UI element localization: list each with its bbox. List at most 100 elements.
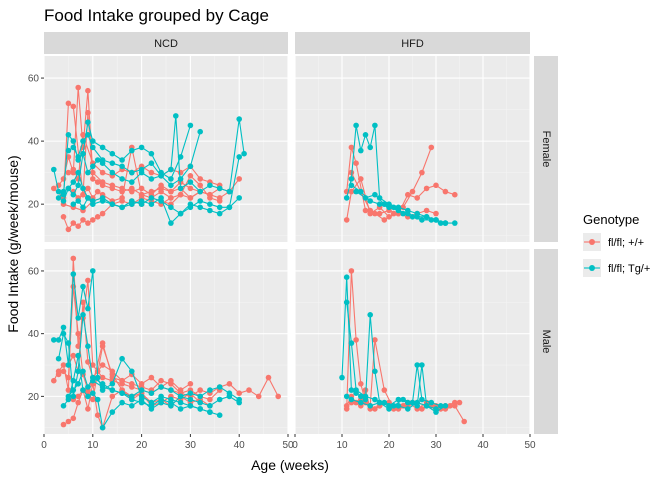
y-tick-label: 20 [28, 200, 40, 211]
data-point [168, 176, 174, 182]
data-point [99, 157, 106, 163]
data-point [109, 381, 116, 387]
data-point [207, 182, 213, 189]
series-line [355, 191, 441, 224]
data-point [197, 188, 203, 195]
data-point [80, 185, 86, 192]
data-point [99, 179, 106, 185]
series-line [350, 172, 437, 218]
data-point [75, 330, 81, 337]
data-point [452, 191, 458, 198]
facet-strip-ncd [44, 32, 288, 54]
data-point [362, 393, 369, 400]
facet-label-female: Female [540, 131, 552, 168]
data-point [423, 185, 430, 192]
x-tick-label: 20 [136, 440, 148, 451]
data-point [75, 399, 81, 406]
data-point [70, 393, 77, 400]
data-point [51, 377, 57, 384]
data-point [353, 122, 359, 129]
data-point [94, 412, 101, 419]
data-point [207, 403, 213, 409]
data-point [85, 384, 91, 390]
data-point [395, 396, 402, 403]
data-point [90, 169, 96, 176]
data-point [207, 396, 213, 403]
data-point [187, 204, 194, 211]
data-point [75, 315, 81, 321]
data-point [158, 173, 164, 179]
data-point [428, 399, 435, 406]
data-point [119, 355, 125, 362]
data-point [177, 154, 184, 160]
data-point [138, 387, 145, 393]
data-point [177, 399, 184, 406]
data-point [447, 403, 453, 409]
data-point [148, 374, 155, 381]
data-point [70, 138, 77, 144]
data-point [65, 418, 72, 425]
data-point [85, 343, 91, 350]
data-point [358, 381, 364, 387]
data-point [348, 176, 355, 182]
x-tick-label: 40 [477, 440, 489, 451]
data-point [90, 144, 96, 151]
x-tick-label: 50 [524, 440, 536, 451]
x-tick-label: 30 [430, 440, 442, 451]
data-point [348, 396, 355, 403]
x-tick-label: 20 [383, 440, 395, 451]
data-point [241, 150, 247, 157]
data-point [236, 176, 242, 182]
legend-label: fl/fl; Tg/+ [608, 263, 650, 275]
data-point [168, 220, 174, 226]
facet-strip-hfd [295, 32, 530, 54]
data-point [80, 283, 86, 290]
data-point [55, 371, 62, 378]
data-point [177, 169, 184, 176]
data-point [433, 210, 439, 217]
data-point [187, 163, 194, 170]
data-point [187, 381, 194, 387]
data-point [65, 185, 72, 192]
data-point [129, 188, 135, 195]
y-tick-label: 60 [28, 74, 40, 85]
data-point [60, 368, 67, 375]
data-point [109, 160, 116, 166]
legend-title: Genotype [583, 212, 639, 227]
data-point [65, 374, 72, 381]
data-point [99, 169, 106, 176]
data-point [265, 374, 272, 381]
data-point [437, 403, 444, 409]
data-point [60, 362, 67, 368]
data-point [216, 185, 223, 192]
data-point [75, 393, 81, 400]
data-point [70, 201, 77, 207]
data-point [353, 387, 359, 393]
data-point [109, 182, 116, 189]
data-point [51, 166, 57, 173]
y-axis-title: Food Intake (g/week/mouse) [5, 155, 21, 332]
data-point [187, 185, 194, 192]
data-point [60, 188, 67, 195]
data-point [94, 374, 101, 381]
data-point [367, 198, 374, 204]
data-point [423, 403, 430, 409]
data-point [60, 403, 67, 409]
data-point [177, 387, 184, 393]
data-point [197, 393, 203, 400]
data-point [168, 377, 174, 384]
data-point [129, 393, 135, 400]
x-tick-label: 30 [185, 440, 197, 451]
panel-data-hfd-female [343, 122, 458, 226]
data-point [207, 195, 213, 201]
data-point [343, 274, 350, 281]
data-point [236, 116, 242, 122]
data-point [187, 173, 194, 179]
data-point [65, 100, 72, 107]
data-point [99, 374, 106, 381]
data-point [80, 204, 86, 211]
data-point [80, 132, 86, 138]
data-point [99, 144, 106, 151]
